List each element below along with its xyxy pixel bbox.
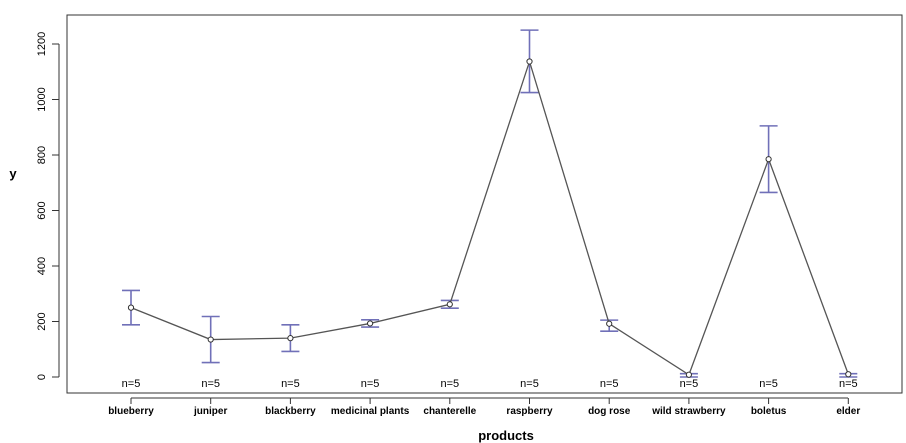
x-tick-label: blueberry — [108, 406, 154, 417]
data-point — [207, 336, 214, 343]
n-label: n=5 — [839, 378, 858, 390]
y-tick-label: 800 — [36, 146, 48, 164]
data-point — [685, 371, 693, 378]
error-bars — [122, 29, 858, 378]
n-label: n=5 — [122, 378, 141, 390]
x-ticks: blueberry juniper blackberry medicinal plan… — [108, 398, 860, 417]
y-tick-label: 200 — [36, 312, 48, 330]
x-tick-label: raspberry — [506, 406, 553, 417]
y-tick-label: 0 — [36, 374, 48, 380]
series-line — [130, 59, 849, 376]
n-label: n=5 — [281, 378, 300, 390]
x-tick-label: blackberry — [265, 406, 316, 417]
n-label: n=5 — [759, 378, 778, 390]
n-label: n=5 — [361, 378, 380, 390]
x-tick-label: chanterelle — [423, 406, 476, 417]
n-label: n=5 — [440, 378, 459, 390]
x-tick-label: juniper — [193, 406, 227, 417]
n-label: n=5 — [600, 378, 619, 390]
data-point — [287, 335, 294, 342]
n-label: n=5 — [680, 378, 699, 390]
x-axis-title: products — [478, 428, 534, 443]
x-tick-label: wild strawberry — [651, 406, 726, 417]
x-tick-label: medicinal plants — [331, 406, 410, 417]
data-point — [845, 371, 852, 378]
y-tick-label: 1000 — [36, 87, 48, 111]
x-tick-label: dog rose — [588, 406, 631, 417]
series-polyline — [130, 59, 849, 376]
y-tick-label: 400 — [36, 257, 48, 275]
x-tick-label: boletus — [751, 406, 787, 417]
y-tick-label: 600 — [36, 201, 48, 219]
n-label: n=5 — [520, 378, 539, 390]
y-tick-label: 1200 — [36, 32, 48, 56]
data-point — [367, 320, 374, 327]
n-labels: n=5 n=5 n=5 n=5 n=5 n=5 n=5 n=5 n=5 n=5 — [122, 378, 858, 390]
plot-frame — [66, 14, 903, 394]
data-point — [606, 320, 613, 327]
data-point — [526, 58, 533, 65]
y-ticks: 0 200 400 600 800 1000 1200 — [36, 32, 59, 380]
x-tick-label: elder — [836, 406, 860, 417]
data-point — [127, 304, 135, 311]
data-point — [446, 301, 453, 308]
y-axis-title: y — [9, 166, 17, 181]
n-label: n=5 — [201, 378, 220, 390]
data-points — [127, 58, 852, 378]
data-point — [765, 156, 772, 163]
